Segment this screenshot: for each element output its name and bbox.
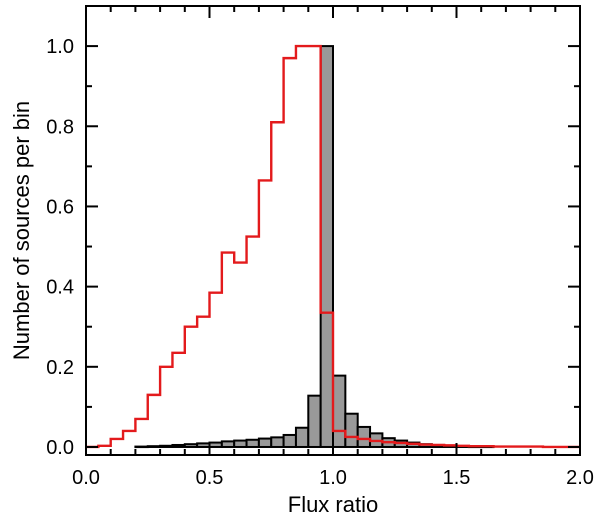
- axis-ticks: [85, 5, 581, 455]
- histogram-bar: [183, 443, 199, 448]
- gray-histogram-bars: [134, 45, 495, 449]
- histogram-bar: [208, 441, 223, 448]
- histogram-bar: [356, 425, 372, 448]
- histogram-bar: [171, 443, 186, 448]
- x-tick-labels: 0.0 0.5 1.0 1.5 2.0: [72, 467, 594, 489]
- x-tick-label: 1.0: [319, 467, 347, 489]
- histogram-bar: [257, 437, 273, 448]
- histogram-bar: [319, 45, 334, 448]
- histogram-bar: [282, 433, 297, 448]
- y-tick-label: 0.6: [46, 196, 74, 218]
- histogram-bar: [332, 374, 347, 448]
- histogram-bar: [233, 439, 248, 448]
- y-tick-label: 0.0: [46, 437, 74, 459]
- red-step-line: [86, 44, 580, 449]
- x-tick-label: 2.0: [566, 467, 594, 489]
- histogram-bar: [344, 412, 359, 448]
- histogram-bar: [294, 426, 310, 448]
- x-tick-label: 0.5: [196, 467, 224, 489]
- x-tick-label: 1.5: [443, 467, 471, 489]
- histogram-bar: [134, 445, 149, 449]
- x-tick-label: 0.0: [72, 467, 100, 489]
- x-axis-label: Flux ratio: [288, 492, 378, 517]
- y-axis-label: Number of sources per bin: [9, 101, 34, 360]
- histogram-bar: [220, 440, 236, 448]
- histogram-bar: [196, 442, 211, 448]
- histogram-bar: [270, 436, 285, 448]
- y-tick-label: 1.0: [46, 36, 74, 58]
- histogram-bar: [146, 445, 162, 448]
- histogram-bar: [307, 394, 322, 448]
- histogram-bar: [159, 444, 174, 448]
- y-tick-label: 0.2: [46, 357, 74, 379]
- y-tick-label: 0.8: [46, 116, 74, 138]
- red-step-histogram: [86, 44, 580, 449]
- y-tick-labels: 0.0 0.2 0.4 0.6 0.8 1.0: [46, 36, 74, 459]
- y-tick-label: 0.4: [46, 277, 74, 299]
- histogram-bar: [245, 438, 260, 448]
